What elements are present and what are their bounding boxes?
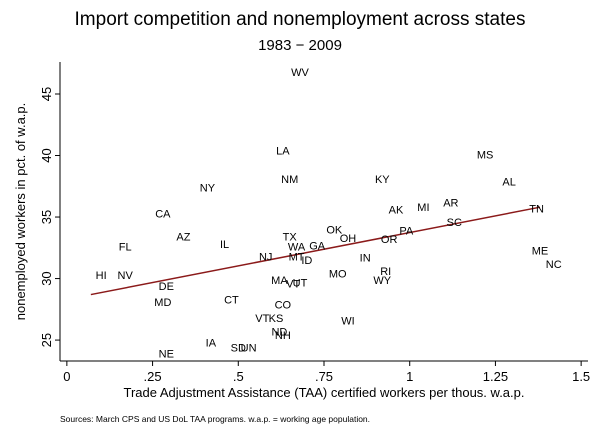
state-point-label: TX <box>283 232 298 244</box>
state-point-label: MI <box>417 202 429 214</box>
state-point-label: RI <box>380 266 391 278</box>
state-point-label: WY <box>373 275 391 287</box>
state-point-label: ME <box>532 245 549 257</box>
chart-title: Import competition and nonemployment acr… <box>74 9 526 30</box>
state-point-label: NE <box>159 349 174 361</box>
y-tick-label: 25 <box>39 333 54 347</box>
state-point-label: GA <box>309 240 326 252</box>
y-tick-label: 30 <box>39 271 54 285</box>
state-point-label: CA <box>155 208 171 220</box>
state-point-label: CT <box>224 294 239 306</box>
x-tick-label: 0 <box>63 369 70 384</box>
state-point-label: WV <box>291 67 309 79</box>
state-point-label: TN <box>529 203 544 215</box>
x-axis-label: Trade Adjustment Assistance (TAA) certif… <box>123 385 524 400</box>
state-point-label: SD <box>231 342 246 354</box>
state-point-label: MO <box>329 269 347 281</box>
x-tick-label: 1 <box>406 369 413 384</box>
state-point-label: OH <box>340 233 357 245</box>
x-tick-label: .75 <box>315 369 333 384</box>
state-point-label: NH <box>275 330 291 342</box>
state-point-label: UT <box>293 277 308 289</box>
state-point-label: WA <box>288 242 306 254</box>
y-tick-label: 35 <box>39 210 54 224</box>
fit-line-layer <box>90 206 541 296</box>
state-point-label: NJ <box>259 251 272 263</box>
state-point-label: WI <box>341 315 354 327</box>
state-point-label: MS <box>477 149 494 161</box>
x-tick-label: .5 <box>233 369 244 384</box>
state-point-label: ND <box>271 326 287 338</box>
state-point-label: KY <box>375 174 390 186</box>
x-tick-label: .25 <box>144 369 162 384</box>
state-point-label: AL <box>502 176 515 188</box>
state-point-label: CO <box>275 299 292 311</box>
state-point-label: OR <box>381 234 398 246</box>
state-point-label: SC <box>447 217 462 229</box>
state-point-label: IN <box>360 253 371 265</box>
state-point-label: PA <box>399 226 414 238</box>
state-point-label: IA <box>206 338 217 350</box>
state-point-label: KS <box>269 313 284 325</box>
state-point-label: NV <box>118 270 134 282</box>
state-point-label: AZ <box>176 232 190 244</box>
state-point-label: FL <box>119 242 132 254</box>
state-point-label: AK <box>389 205 404 217</box>
state-point-label: AR <box>443 197 458 209</box>
chart-subtitle: 1983 − 2009 <box>258 37 342 54</box>
state-point-label: OK <box>326 224 343 236</box>
footnote: Sources: March CPS and US DoL TAA progra… <box>60 414 371 424</box>
state-point-label: MT <box>289 251 305 263</box>
state-point-label: LA <box>276 146 290 158</box>
state-point-label: DE <box>159 281 174 293</box>
points-layer: WV LA MS NM KY AL NY AR MI AK TN CA SC OK PA AZ TX OH OR IL… <box>96 67 562 361</box>
y-axis-label: nonemployed workers in pct. of w.a.p. <box>13 103 28 321</box>
state-point-label: ID <box>301 255 312 267</box>
fit-line <box>90 206 541 296</box>
y-tick-label: 40 <box>39 148 54 162</box>
axes: 0 .25 .5 .75 1 1.25 1.5 25 30 35 40 45 Trade Adjustm… <box>13 62 590 400</box>
state-point-label: MA <box>271 275 288 287</box>
state-point-label: IL <box>220 239 229 251</box>
state-point-label: NC <box>546 259 562 271</box>
y-tick-label: 45 <box>39 87 54 101</box>
state-point-label: VT <box>255 313 269 325</box>
state-point-label: UN <box>241 342 257 354</box>
x-tick-label: 1.5 <box>572 369 590 384</box>
state-point-label: MD <box>154 297 171 309</box>
state-point-label: NM <box>281 174 298 186</box>
state-point-label: VT <box>286 278 300 290</box>
x-tick-label: 1.25 <box>483 369 508 384</box>
state-point-label: HI <box>96 270 107 282</box>
state-point-label: NY <box>200 183 216 195</box>
